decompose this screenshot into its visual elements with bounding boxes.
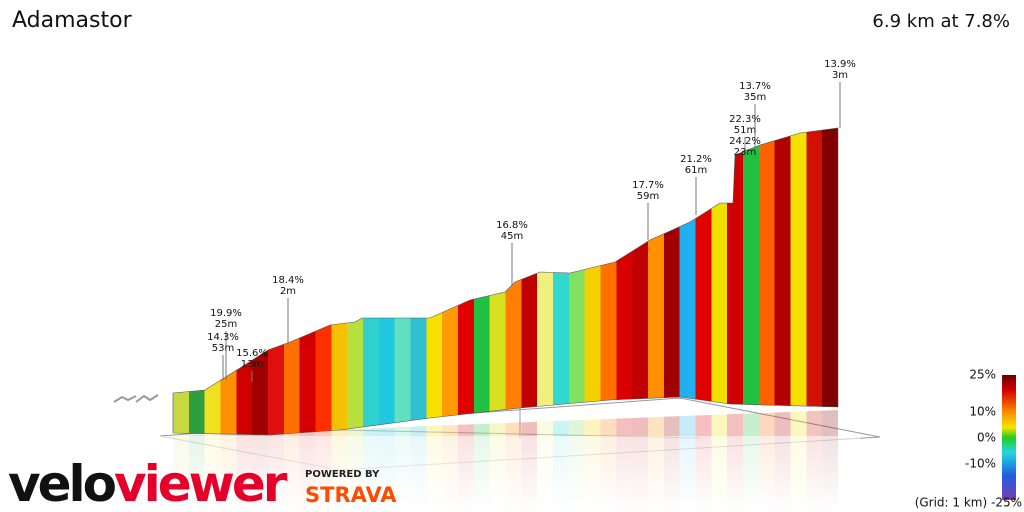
- annotation-grade: 19.9%: [210, 308, 242, 319]
- strava: STRAVA: [305, 483, 397, 507]
- logo-viewer: viewer: [114, 455, 288, 512]
- annotation-length: 25m: [215, 319, 237, 330]
- annotation-length: 45m: [501, 231, 523, 242]
- grid-note: (Grid: 1 km) -25%: [915, 496, 1022, 510]
- annotation-grade: 13.9%: [824, 59, 856, 70]
- annotation-length: 59m: [637, 191, 659, 202]
- powered-by: POWERED BY: [305, 469, 380, 480]
- annotation-length: 61m: [685, 165, 707, 176]
- summary: 6.9 km at 7.8%: [872, 11, 1010, 32]
- annotation-length: 35m: [744, 92, 766, 103]
- annotation-length: 53m: [212, 343, 234, 354]
- legend-bar: [1002, 375, 1016, 500]
- annotation-grade: 21.2%: [680, 154, 712, 165]
- wind-icon: [113, 394, 159, 403]
- legend-label: 10%: [969, 405, 996, 419]
- legend-label: -10%: [965, 457, 996, 471]
- annotation-grade: 18.4%: [272, 275, 304, 286]
- annotation-length: 51m: [734, 125, 756, 136]
- annotation-grade: 16.8%: [496, 220, 528, 231]
- annotation-length: 13m: [241, 359, 263, 370]
- annotation-grade: 24.2%: [729, 136, 761, 147]
- legend-label: 25%: [969, 368, 996, 382]
- elevation-profile: [172, 127, 839, 436]
- profile: 19.9%25m 14.3%53m 15.6%13m 18.4%2m 16.8%45m 1…: [113, 59, 881, 512]
- logo: veloviewer: [8, 455, 288, 512]
- title: Adamastor: [12, 8, 133, 33]
- annotation-length: 3m: [832, 70, 848, 81]
- logo-velo: velo: [8, 455, 116, 512]
- annotation-grade: 14.3%: [207, 332, 239, 343]
- annotation-grade: 17.7%: [632, 180, 664, 191]
- annotation-length: 23m: [734, 147, 756, 158]
- reflection-fade: [160, 436, 860, 512]
- annotation-grade: 15.6%: [236, 348, 268, 359]
- annotation-length: 2m: [280, 286, 296, 297]
- legend-label: 0%: [977, 431, 996, 445]
- annotation-grade: 22.3%: [729, 114, 761, 125]
- annotation-grade: 13.7%: [739, 81, 771, 92]
